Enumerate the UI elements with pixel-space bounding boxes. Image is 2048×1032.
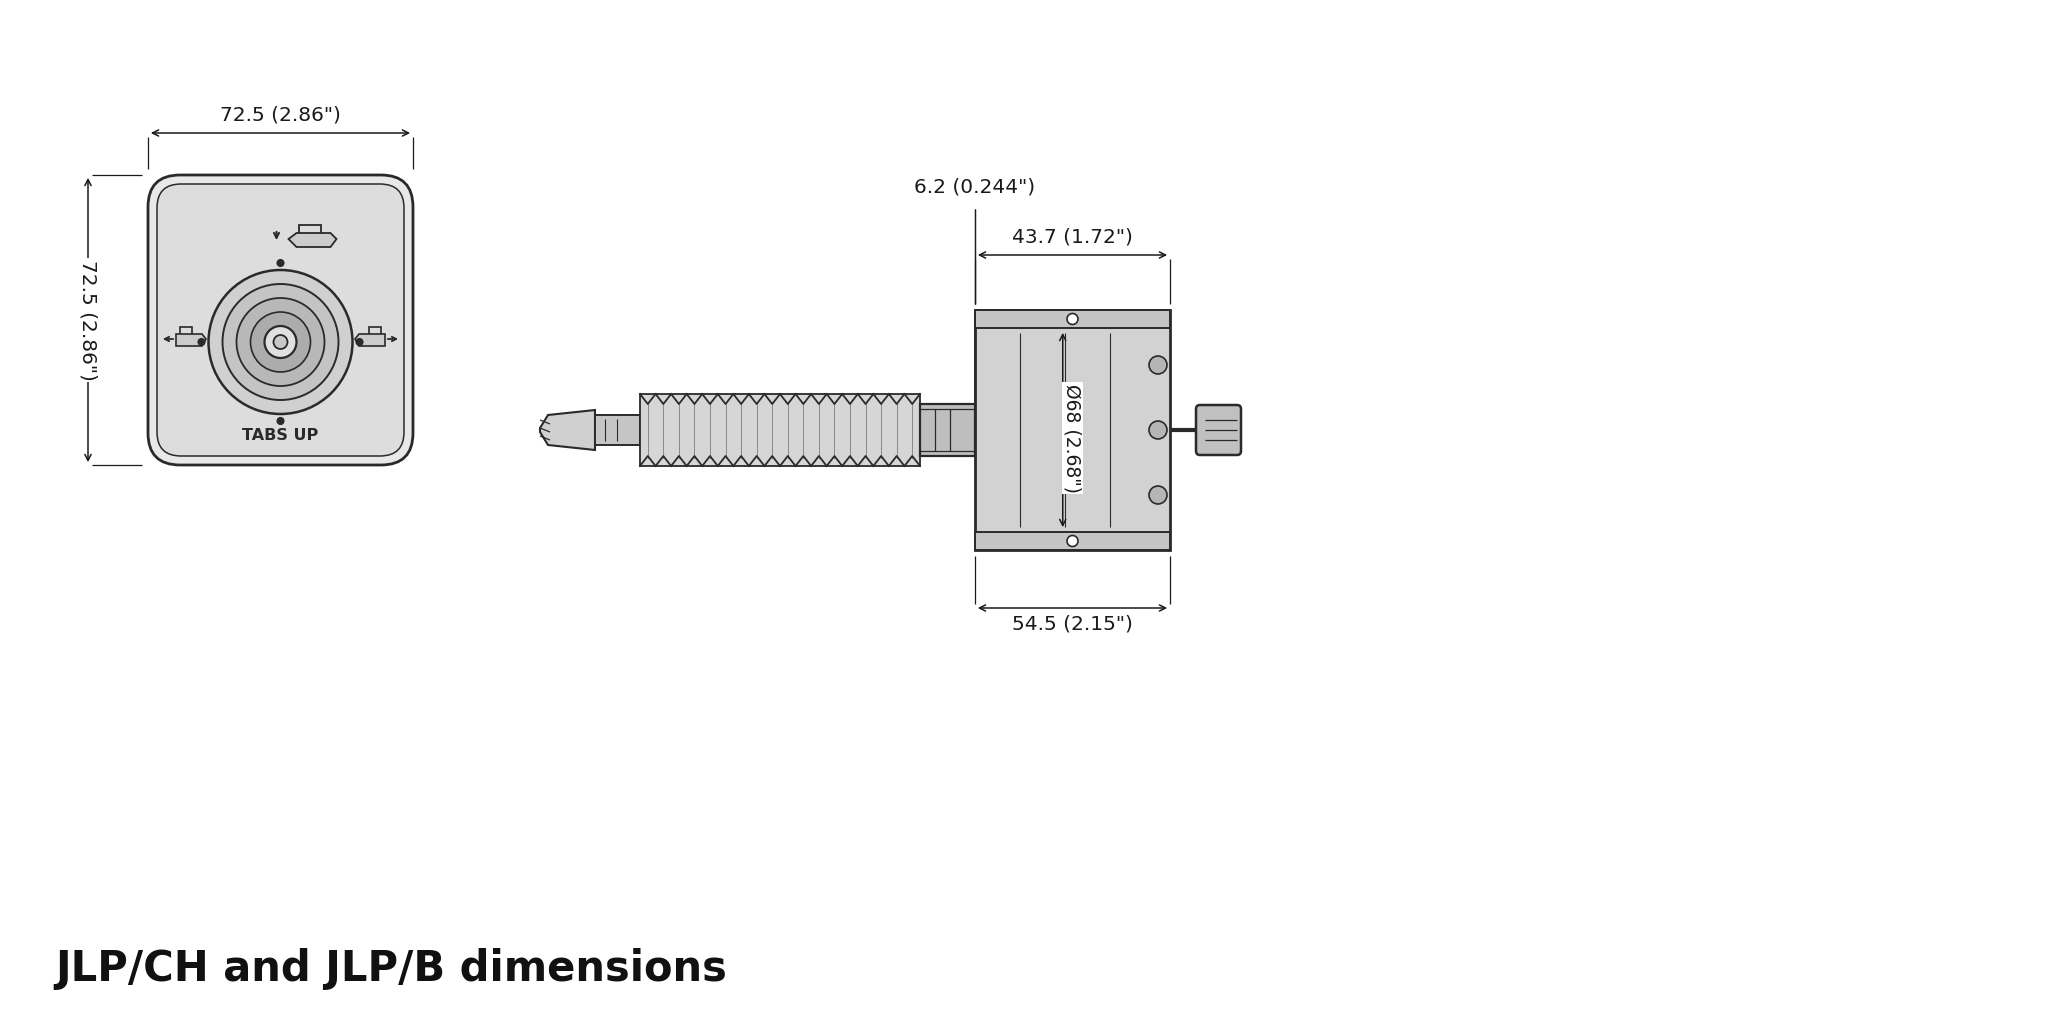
Bar <box>975 310 1169 328</box>
Bar <box>639 394 920 466</box>
Circle shape <box>356 338 362 346</box>
Polygon shape <box>541 410 596 450</box>
Text: TABS UP: TABS UP <box>242 427 319 443</box>
Bar <box>596 415 639 445</box>
Circle shape <box>276 418 285 424</box>
Circle shape <box>236 298 324 386</box>
Text: Ø68 (2.68"): Ø68 (2.68") <box>1063 384 1081 492</box>
FancyBboxPatch shape <box>158 184 403 456</box>
Text: JLP/CH and JLP/B dimensions: JLP/CH and JLP/B dimensions <box>55 948 727 990</box>
Circle shape <box>1067 314 1077 324</box>
Circle shape <box>223 284 338 400</box>
Bar <box>975 310 1169 550</box>
Circle shape <box>274 335 287 349</box>
Polygon shape <box>176 334 207 346</box>
Text: 72.5 (2.86"): 72.5 (2.86") <box>219 105 340 125</box>
Circle shape <box>276 259 285 266</box>
Circle shape <box>250 312 311 372</box>
Circle shape <box>264 326 297 358</box>
Circle shape <box>1149 486 1167 504</box>
Polygon shape <box>354 334 385 346</box>
Circle shape <box>1149 356 1167 374</box>
Polygon shape <box>289 233 336 247</box>
FancyBboxPatch shape <box>1196 405 1241 455</box>
Circle shape <box>1067 536 1077 547</box>
Circle shape <box>209 270 352 414</box>
Text: 72.5 (2.86"): 72.5 (2.86") <box>78 260 98 381</box>
Text: 6.2 (0.244"): 6.2 (0.244") <box>915 178 1036 196</box>
Circle shape <box>199 338 205 346</box>
Circle shape <box>1149 421 1167 439</box>
Text: 43.7 (1.72"): 43.7 (1.72") <box>1012 227 1133 247</box>
Bar <box>975 533 1169 550</box>
FancyBboxPatch shape <box>147 175 414 465</box>
Bar <box>920 404 975 456</box>
Text: 54.5 (2.15"): 54.5 (2.15") <box>1012 614 1133 634</box>
